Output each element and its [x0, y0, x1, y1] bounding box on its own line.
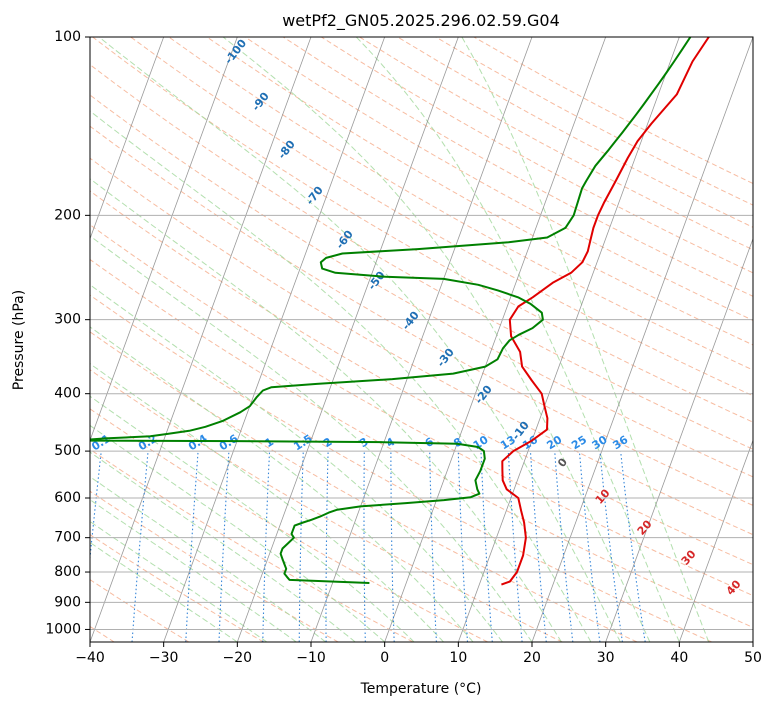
isotherm-line	[457, 37, 680, 642]
y-tick-label: 800	[54, 564, 81, 580]
isotherm-line	[163, 37, 386, 642]
dry-adiabat-line	[90, 369, 563, 642]
x-tick-label: 50	[744, 650, 762, 666]
isotherm-line	[531, 37, 753, 642]
sounding-profiles	[90, 37, 710, 586]
mixing-ratio-line	[507, 451, 523, 642]
plot-frame	[89, 36, 754, 643]
dry-adiabat-line	[90, 224, 753, 597]
mixing-ratio-line	[554, 451, 574, 642]
dry-adiabat-line	[90, 258, 753, 628]
x-tick-label: 20	[523, 650, 541, 666]
x-tick-label: 40	[670, 650, 688, 666]
moist-adiabat-line	[90, 178, 562, 642]
isotherm-line	[236, 37, 459, 642]
dry-adiabat-line	[90, 331, 638, 642]
isotherm-line	[605, 237, 753, 642]
dry-adiabat-line	[90, 190, 753, 566]
dry-adiabat-line	[92, 37, 753, 423]
y-tick-label: 300	[54, 312, 81, 328]
axis-ticks: −40 −30 −20 −10 0 10 20 30 40 50 100 200 300 400 500 60…	[45, 29, 762, 666]
moist-adiabat-line	[90, 284, 503, 642]
background-reference-lines	[90, 37, 753, 642]
mixing-ratio-line	[90, 451, 102, 563]
dry-adiabat-line	[90, 125, 753, 506]
x-axis-title: Temperature (°C)	[360, 681, 482, 697]
y-tick-label: 700	[54, 530, 81, 546]
isotherm-line	[384, 37, 607, 642]
dry-adiabat-line	[130, 37, 753, 397]
isotherm-line	[90, 37, 238, 442]
dewpoint-profile-line	[90, 37, 692, 584]
isotherm-line	[752, 640, 753, 642]
moist-adiabat-line	[90, 541, 238, 642]
pressure-gridlines	[90, 37, 753, 630]
mixing-ratio-line	[620, 451, 646, 642]
moist-adiabat-line	[461, 37, 710, 642]
y-tick-label: 500	[54, 443, 81, 459]
x-tick-label: −30	[149, 650, 179, 666]
mixing-ratio-line	[529, 451, 547, 642]
y-tick-label: 400	[54, 386, 81, 402]
y-tick-label: 200	[54, 207, 81, 223]
dry-adiabat-line	[90, 408, 488, 642]
moist-adiabat-line	[222, 37, 651, 642]
dry-adiabat-line	[90, 94, 753, 478]
moist-adiabat-line	[90, 424, 386, 642]
y-tick-label: 600	[54, 490, 81, 506]
x-tick-label: 30	[597, 650, 615, 666]
y-tick-label: 100	[54, 29, 81, 45]
temperature-profile-line	[501, 37, 710, 586]
dry-adiabat-line	[90, 534, 264, 642]
moist-adiabat-line	[90, 499, 297, 642]
y-tick-label: 900	[54, 594, 81, 610]
isotherm-line	[678, 439, 753, 642]
x-tick-label: 10	[449, 650, 467, 666]
y-axis-title: Pressure (hPa)	[11, 290, 27, 390]
isotherm-line	[90, 37, 165, 240]
moist-adiabat-line	[90, 520, 268, 642]
x-tick-label: −40	[75, 650, 105, 666]
moist-adiabat-line	[90, 326, 474, 642]
moist-adiabat-line	[355, 37, 680, 642]
moist-adiabat-line	[90, 363, 444, 642]
moist-adiabat-line	[90, 451, 356, 642]
mixing-ratio-line	[131, 451, 149, 642]
moist-adiabat-line	[90, 395, 415, 642]
y-tick-label: 1000	[45, 621, 81, 637]
moist-adiabat-line	[90, 235, 533, 642]
isotherm-line	[310, 37, 533, 642]
dry-adiabat-line	[282, 37, 753, 297]
mixing-ratio-line	[578, 451, 601, 642]
x-tick-label: 0	[380, 650, 389, 666]
mixing-ratio-line	[599, 451, 623, 642]
chart-title: wetPf2_GN05.2025.296.02.59.G04	[282, 11, 560, 31]
x-tick-label: −20	[223, 650, 253, 666]
dry-adiabat-line	[90, 64, 753, 450]
dry-adiabat-line	[90, 294, 712, 642]
x-tick-label: −10	[296, 650, 326, 666]
moist-adiabat-line	[98, 37, 621, 642]
isotherm-line	[90, 37, 312, 642]
moist-adiabat-line	[90, 110, 592, 642]
